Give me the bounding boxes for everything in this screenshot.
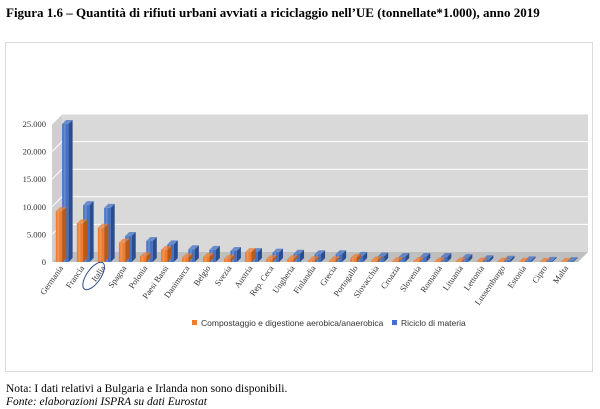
bar-compost-7 [203, 253, 214, 262]
y-tick-label: 5.000 [27, 229, 46, 239]
bar-compost-22 [518, 257, 530, 262]
bar-riciclo-23 [546, 256, 557, 262]
legend-swatch-riciclo [392, 320, 397, 325]
bar-compost-11 [287, 255, 298, 262]
x-tick-label: Grecia [318, 263, 339, 287]
bar-compost-19 [455, 257, 467, 262]
x-tick-label: Cipro [530, 263, 549, 285]
legend-swatch-compost [192, 320, 197, 325]
legend-label-riciclo: Riciclo di materia [401, 318, 466, 328]
bar-compost-21 [497, 257, 509, 262]
bar-riciclo-4 [146, 237, 157, 262]
gridline [51, 141, 588, 152]
gridline [51, 113, 588, 125]
bar-riciclo-19 [461, 254, 473, 262]
chart-back-wall [62, 114, 588, 252]
bar-compost-3 [118, 238, 130, 262]
y-tick-label: 20.000 [23, 147, 46, 157]
x-tick-label: Germania [38, 263, 66, 296]
bar-compost-10 [266, 255, 277, 262]
x-tick-label: Estonia [505, 263, 528, 290]
bar-compost-13 [329, 256, 340, 262]
gridline [51, 196, 588, 208]
source-note: Fonte: elaborazioni ISPRA su dati Eurost… [6, 396, 207, 408]
x-tick-label: Spagna [106, 263, 129, 289]
bar-compost-14 [350, 254, 361, 262]
bar-compost-8 [224, 254, 235, 262]
y-tick-label: 25.000 [23, 119, 46, 129]
legend-item-compost: Compostaggio e digestione aerobica/anaer… [192, 318, 384, 328]
bar-compost-16 [392, 257, 403, 262]
bar-compost-6 [182, 253, 193, 262]
legend-item-riciclo: Riciclo di materia [392, 318, 466, 328]
bar-compost-2 [97, 223, 109, 262]
bar-compost-18 [434, 257, 446, 262]
x-tick-label: Lituania [441, 263, 466, 292]
bar-compost-5 [160, 245, 172, 262]
bar-compost-1 [76, 219, 88, 262]
italia-highlight-ellipse [82, 261, 105, 291]
bar-compost-4 [139, 252, 151, 262]
chart-frame: 0 5.000 10.000 15.000 20.000 25.000 Germania Fr… [5, 42, 593, 372]
bar-compost-0 [55, 207, 67, 262]
bar-compost-17 [413, 257, 424, 262]
footnote: Nota: I dati relativi a Bulgaria e Irlan… [6, 383, 288, 395]
bar-compost-12 [308, 256, 319, 262]
y-tick-label: 0 [42, 257, 46, 267]
bar-compost-9 [245, 248, 256, 262]
bar-chart: 05.00010.00015.00020.00025.000GermaniaFr… [23, 113, 588, 328]
figure-title: Figura 1.6 – Quantità di rifiuti urbani … [6, 5, 540, 20]
bar-riciclo-24 [567, 257, 578, 262]
bar-compost-23 [539, 257, 551, 262]
x-tick-label: Romania [418, 263, 444, 294]
legend-label-compost: Compostaggio e digestione aerobica/anaer… [201, 318, 384, 328]
x-tick-label: Malta [551, 263, 571, 285]
x-tick-label: Svezia [212, 263, 233, 287]
bar-compost-24 [560, 257, 572, 262]
bar-compost-20 [476, 257, 488, 262]
gridline [51, 168, 588, 180]
bar-compost-15 [371, 256, 382, 262]
bar-riciclo-0 [62, 120, 73, 262]
y-tick-label: 15.000 [23, 174, 46, 184]
y-tick-label: 10.000 [23, 202, 46, 212]
x-tick-label: Belgio [191, 263, 212, 287]
